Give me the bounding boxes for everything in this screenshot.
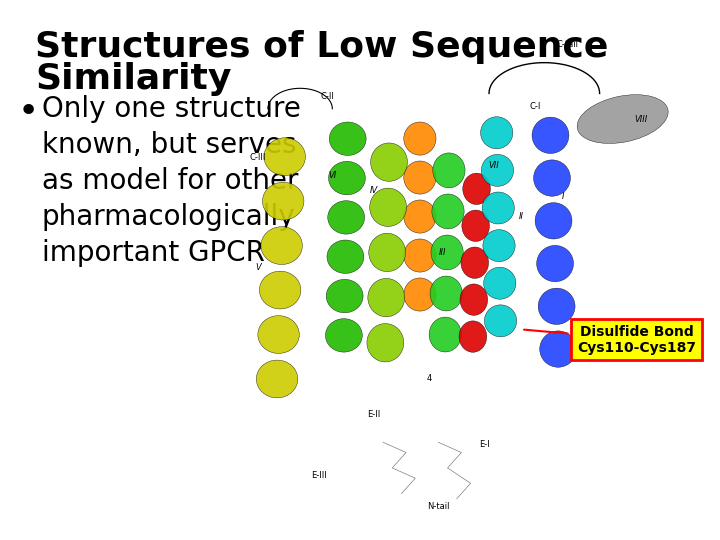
Ellipse shape — [482, 192, 514, 224]
Ellipse shape — [368, 279, 405, 317]
Text: C-tail: C-tail — [557, 40, 578, 49]
Text: Only one structure: Only one structure — [42, 95, 301, 123]
Text: important GPCR: important GPCR — [42, 239, 265, 267]
Ellipse shape — [433, 153, 465, 188]
Ellipse shape — [404, 239, 436, 272]
Ellipse shape — [326, 279, 363, 313]
Ellipse shape — [430, 276, 462, 311]
Text: 4: 4 — [426, 374, 432, 383]
Text: III: III — [439, 248, 446, 257]
Ellipse shape — [460, 284, 487, 315]
Ellipse shape — [261, 227, 302, 265]
Ellipse shape — [371, 143, 408, 181]
Text: N-tail: N-tail — [427, 502, 449, 511]
Text: Disulfide Bond
Cys110-Cys187: Disulfide Bond Cys110-Cys187 — [524, 325, 696, 355]
Ellipse shape — [256, 360, 298, 398]
Text: known, but serves: known, but serves — [42, 131, 297, 159]
Ellipse shape — [369, 233, 405, 272]
Ellipse shape — [534, 160, 570, 196]
Text: C-I: C-I — [529, 102, 541, 111]
Text: VIII: VIII — [634, 114, 648, 124]
Ellipse shape — [264, 138, 305, 176]
Text: II: II — [519, 212, 523, 221]
Ellipse shape — [538, 288, 575, 325]
Ellipse shape — [367, 323, 404, 362]
Text: pharmacologically: pharmacologically — [42, 203, 296, 231]
Text: E-III: E-III — [310, 471, 326, 480]
Ellipse shape — [369, 188, 407, 226]
Ellipse shape — [329, 122, 366, 156]
Text: Structures of Low Sequence: Structures of Low Sequence — [35, 30, 608, 64]
Ellipse shape — [328, 161, 365, 195]
Ellipse shape — [536, 245, 574, 282]
Ellipse shape — [259, 271, 301, 309]
Ellipse shape — [532, 117, 569, 153]
Ellipse shape — [404, 122, 436, 155]
Ellipse shape — [483, 230, 515, 261]
Text: C-III: C-III — [249, 153, 266, 162]
Text: as model for other: as model for other — [42, 167, 299, 195]
Ellipse shape — [535, 202, 572, 239]
Ellipse shape — [461, 247, 489, 279]
Text: Similarity: Similarity — [35, 62, 231, 96]
Ellipse shape — [432, 194, 464, 229]
Text: VII: VII — [488, 161, 499, 170]
Ellipse shape — [325, 319, 362, 352]
Ellipse shape — [485, 305, 517, 337]
Ellipse shape — [328, 201, 364, 234]
Ellipse shape — [463, 173, 490, 205]
Ellipse shape — [431, 235, 463, 270]
Ellipse shape — [404, 278, 436, 311]
Text: •: • — [18, 95, 40, 129]
Ellipse shape — [327, 240, 364, 273]
Ellipse shape — [540, 331, 577, 367]
Text: VI: VI — [328, 171, 336, 180]
Ellipse shape — [482, 154, 513, 186]
Ellipse shape — [462, 210, 490, 241]
Ellipse shape — [577, 94, 668, 144]
Ellipse shape — [429, 317, 462, 352]
Text: E-I: E-I — [479, 441, 490, 449]
Ellipse shape — [484, 267, 516, 299]
Text: V: V — [256, 264, 261, 272]
Ellipse shape — [263, 183, 304, 220]
Ellipse shape — [258, 316, 300, 353]
Ellipse shape — [480, 117, 513, 148]
Ellipse shape — [404, 161, 436, 194]
Text: IV: IV — [369, 186, 378, 195]
Text: C-II: C-II — [321, 92, 335, 100]
Ellipse shape — [459, 321, 487, 352]
Ellipse shape — [404, 200, 436, 233]
Text: E-II: E-II — [367, 410, 380, 418]
Text: I: I — [562, 192, 564, 200]
